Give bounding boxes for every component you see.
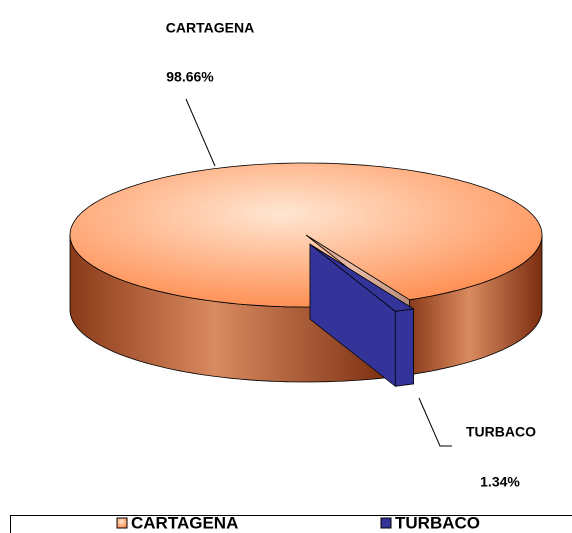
pie-slice	[309, 243, 415, 312]
legend-marker	[380, 517, 392, 529]
labels: CARTAGENA 98.66% TURBACO 1.34%	[166, 20, 536, 490]
legend-frame	[10, 515, 572, 533]
legend-marker	[116, 517, 128, 529]
category-label: CARTAGENA	[166, 20, 254, 36]
slice-side	[394, 308, 414, 387]
pie-slice	[69, 162, 543, 308]
value-label: 1.34%	[480, 474, 520, 490]
pie	[69, 162, 543, 388]
legend-text: TURBACO	[395, 513, 480, 532]
value-label: 98.66%	[166, 69, 214, 85]
leader-line	[185, 98, 216, 167]
legend-text: CARTAGENA	[131, 513, 238, 532]
category-label: TURBACO	[466, 424, 536, 440]
leader-line	[418, 397, 452, 447]
